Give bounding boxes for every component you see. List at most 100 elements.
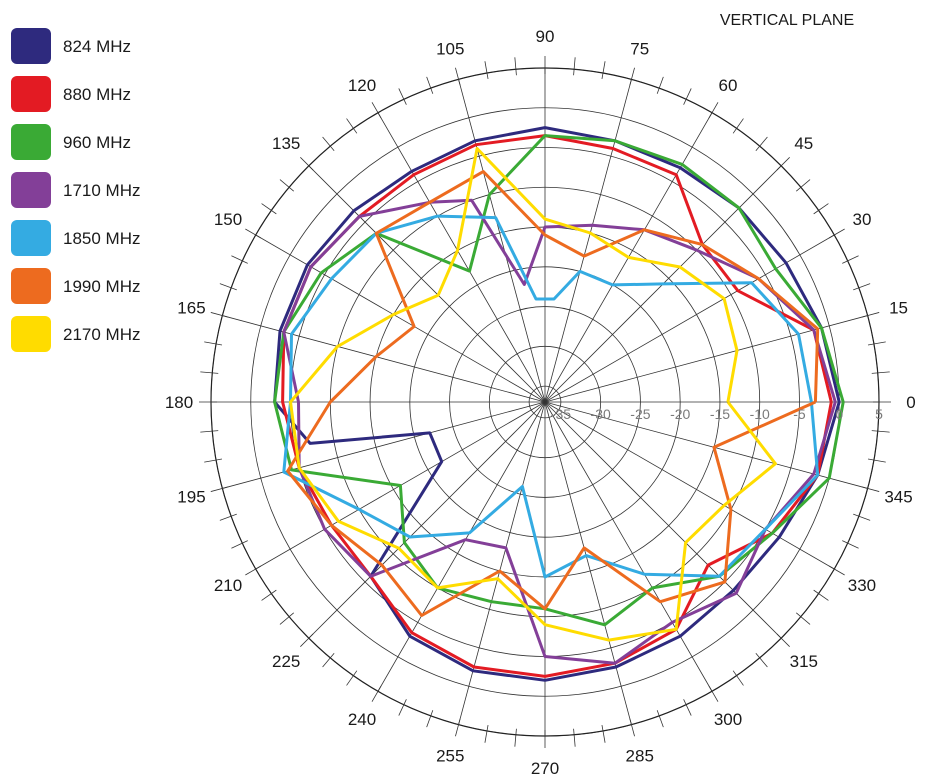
legend-label: 2170 MHz [63,325,140,344]
legend-swatch [11,316,51,352]
angle-tick-mark [867,458,886,463]
legend-label: 1850 MHz [63,229,140,248]
angle-tick-label: 90 [536,27,555,46]
radial-tick-label: -5 [793,406,806,422]
angle-tick-mark [204,458,223,463]
grid-spoke [377,401,546,692]
angle-tick-label: 120 [348,76,376,95]
angle-tick-mark [322,136,335,151]
angle-tick-mark [853,513,871,521]
angle-tick-label: 45 [794,134,813,153]
angle-tick-label: 30 [853,210,872,229]
legend-swatch [11,172,51,208]
angle-tick-mark [776,157,790,171]
angle-tick-mark [871,371,890,374]
angle-tick-mark [300,633,314,647]
angle-tick-mark [231,255,248,264]
grid-spoke [458,401,546,725]
angle-tick-label: 60 [719,76,738,95]
grid-spoke [544,401,835,570]
legend-swatch [11,76,51,112]
angle-tick-label: 165 [177,298,205,317]
grid-spoke [308,401,546,639]
angle-tick-mark [776,633,790,647]
angle-tick-mark [261,203,277,215]
legend-label: 960 MHz [63,133,131,152]
angle-tick-mark [455,718,461,737]
angle-tick-label: 75 [630,39,649,58]
radial-tick-label: -25 [630,406,650,422]
angle-tick-mark [796,612,811,625]
angle-tick-mark [842,540,859,549]
angle-tick-label: 330 [848,576,876,595]
angle-tick-mark [279,179,294,192]
radial-tick-label: 5 [875,406,883,422]
angle-tick-mark [514,728,517,747]
angle-tick-mark [261,589,277,601]
radial-tick-label: -20 [670,406,690,422]
angle-tick-mark [629,718,635,737]
angle-tick-label: 150 [214,210,242,229]
angle-tick-mark [204,341,223,346]
grid-spoke [544,79,632,403]
legend-swatch [11,124,51,160]
angle-tick-mark [732,118,744,134]
radial-tick-label: -10 [750,406,770,422]
legend-swatch [11,220,51,256]
radial-tick-label: -30 [591,406,611,422]
angle-tick-mark [322,653,335,668]
angle-tick-label: 15 [889,298,908,317]
angle-tick-label: 135 [272,134,300,153]
angle-tick-mark [573,728,576,747]
radial-tick-label: -15 [710,406,730,422]
angle-tick-mark [210,312,229,318]
angle-tick-mark [656,710,664,728]
grid-spoke [222,315,546,403]
angle-tick-mark [455,67,461,86]
angle-tick-mark [842,255,859,264]
angle-tick-mark [484,724,489,743]
angle-tick-mark [300,157,314,171]
angle-tick-mark [426,710,434,728]
angle-tick-labels: 0 15 30 45 60 75 90 105 120 135 150 165 180 195 210 225… [165,27,916,778]
angle-tick-mark [867,341,886,346]
legend: 824 MHz 880 MHz 960 MHz 1710 MHz 1850 MHz 199… [11,28,140,352]
angle-tick-mark [629,67,635,86]
angle-tick-mark [708,102,719,119]
angle-tick-mark [484,61,489,80]
grid-spoke [544,401,782,639]
grid-spoke [308,165,546,403]
angle-tick-label: 270 [531,759,559,778]
angle-tick-mark [346,118,358,134]
angle-tick-mark [796,179,811,192]
series-line-1990-mhz [286,170,820,617]
angle-tick-mark [871,430,890,433]
angle-tick-label: 180 [165,393,193,412]
radial-tick-label: 0 [835,406,843,422]
angle-tick-mark [371,102,382,119]
series-line-960-mhz [273,134,845,627]
series-layer [273,126,845,682]
angle-tick-label: 225 [272,652,300,671]
angle-tick-mark [861,312,880,318]
chart-title: VERTICAL PLANE [720,12,854,29]
angle-tick-mark [683,88,692,105]
angle-tick-label: 195 [177,488,205,507]
angle-tick-label: 315 [790,652,818,671]
angle-tick-label: 300 [714,710,742,729]
angle-tick-mark [514,57,517,76]
angle-tick-mark [656,76,664,94]
angle-tick-mark [755,136,768,151]
series-line-1850-mhz [282,214,820,579]
angle-tick-mark [346,670,358,686]
legend-label: 1710 MHz [63,181,140,200]
angle-tick-mark [813,203,829,215]
grid-spoke [255,234,546,403]
angle-tick-mark [279,612,294,625]
legend-label: 1990 MHz [63,277,140,296]
radial-tick-labels: -35 -30 -25 -20 -15 -10 -5 0 5 [551,406,883,422]
grid-spoke [458,79,546,403]
angle-tick-mark [601,61,606,80]
angle-tick-mark [861,486,880,492]
angle-tick-mark [210,486,229,492]
